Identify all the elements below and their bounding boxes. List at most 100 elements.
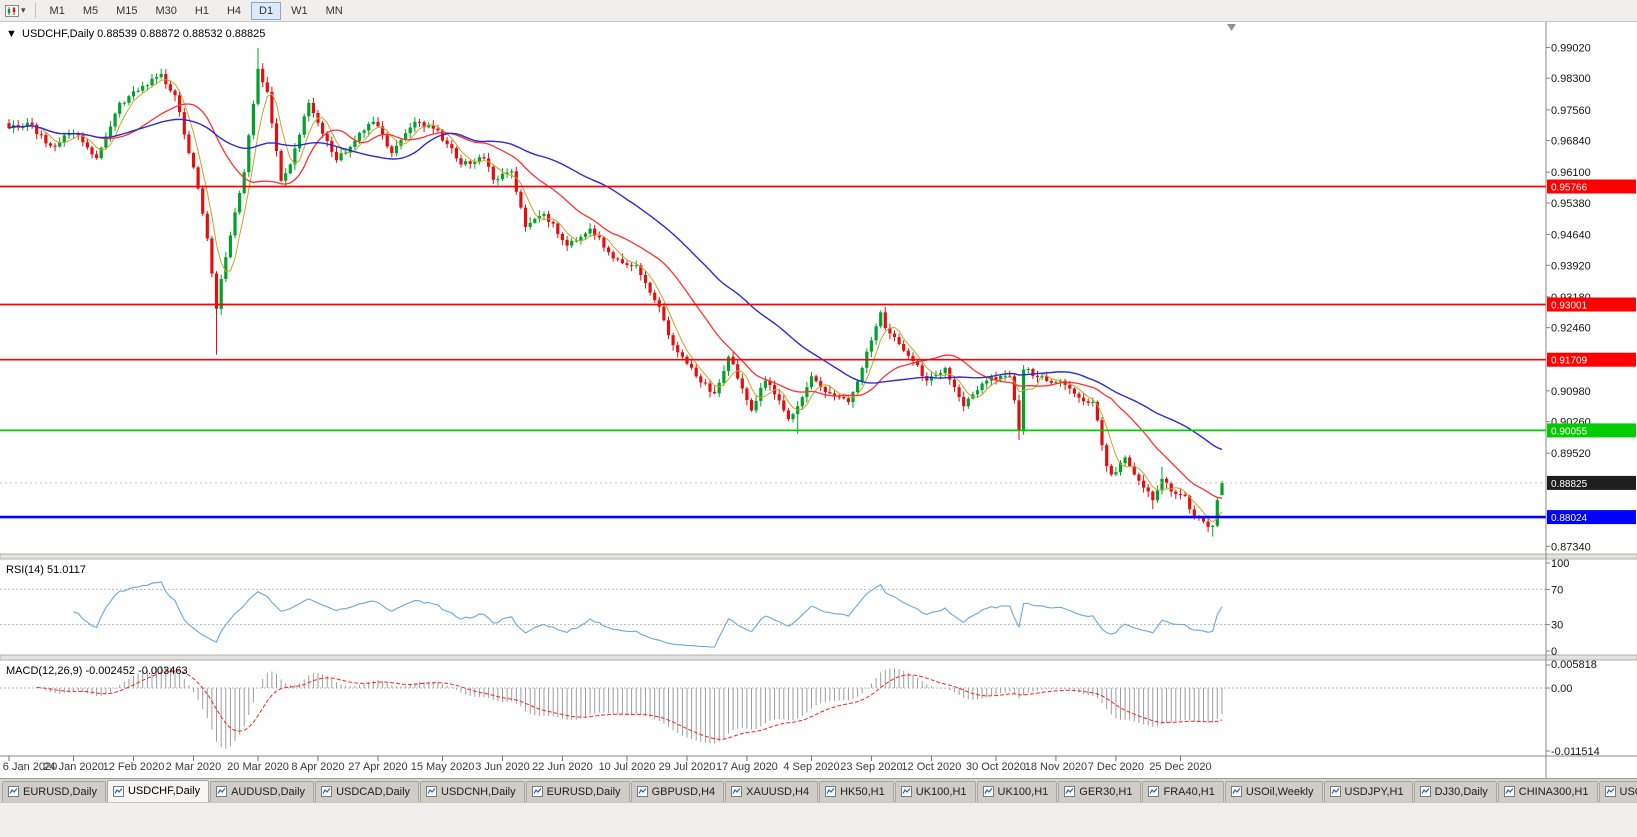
timeframe-button-h4[interactable]: H4 — [226, 4, 242, 17]
date-label: 4 Sep 2020 — [783, 761, 839, 773]
timeframe-button-m1[interactable]: M1 — [49, 4, 65, 17]
timeframe-button-d1[interactable]: D1 — [251, 1, 282, 20]
date-label: 12 Feb 2020 — [103, 761, 165, 773]
price-tick-label: 0.97560 — [1551, 105, 1591, 117]
chart-tab-icon — [825, 786, 837, 797]
chart-tab-icon — [1604, 786, 1616, 797]
price-tick-label: 0.89520 — [1551, 448, 1591, 460]
chart-tab-fra40-h1[interactable]: FRA40,H1 — [1142, 781, 1224, 802]
date-label: 10 Jul 2020 — [599, 761, 656, 773]
price-badge-value: 0.88825 — [1551, 479, 1588, 490]
chart-tab-icon — [531, 786, 543, 797]
price-badge-value: 0.90055 — [1551, 426, 1588, 437]
chart-tab-icon — [1230, 786, 1242, 797]
timeframe-button-mn[interactable]: MN — [325, 4, 343, 17]
toolbar-separator — [34, 3, 36, 18]
macd-scale-label: 0.00 — [1551, 683, 1572, 695]
chart-tab-icon — [1503, 786, 1515, 797]
chart-title-ohlc: USDCHF,Daily 0.88539 0.88872 0.88532 0.8… — [22, 28, 265, 40]
price-tick-label: 0.96840 — [1551, 136, 1591, 148]
chart-tab-usdcnh-daily[interactable]: USDCNH,Daily — [420, 781, 525, 802]
chart-tab-label: USOil, — [1619, 785, 1637, 798]
chart-tab-label: CHINA300,H1 — [1518, 785, 1589, 798]
date-label: 8 Apr 2020 — [291, 761, 344, 773]
price-tick-label: 0.87340 — [1551, 541, 1591, 553]
chart-tabs-bar: EURUSD,Daily USDCHF,Daily AUDUSD,Daily USDC… — [0, 778, 1637, 802]
chart-tab-label: EURUSD,Daily — [23, 785, 97, 798]
chart-tab-icon — [1064, 786, 1076, 797]
date-label: 6 Jan 2020 — [3, 761, 57, 773]
chart-tab-label: UK100,H1 — [915, 785, 967, 798]
chart-tab-label: USDCAD,Daily — [336, 785, 411, 798]
chart-tab-eurusd-daily[interactable]: EURUSD,Daily — [525, 781, 630, 802]
chart-tab-usdcad-daily[interactable]: USDCAD,Daily — [315, 781, 420, 802]
chart-tab-icon — [1148, 786, 1160, 797]
date-label: 20 Mar 2020 — [227, 761, 289, 773]
rsi-scale-label: 30 — [1551, 620, 1563, 632]
chart-tab-label: GER30,H1 — [1079, 785, 1133, 798]
price-badge-value: 0.95766 — [1551, 182, 1588, 193]
chart-tab-audusd-daily[interactable]: AUDUSD,Daily — [210, 781, 315, 802]
price-badge-support-green — [1547, 423, 1636, 438]
price-tick-label: 0.90980 — [1551, 386, 1591, 398]
chart-tab-usdjpy-h1[interactable]: USDJPY,H1 — [1323, 781, 1413, 802]
chart-tab-label: AUDUSD,Daily — [231, 785, 306, 798]
chart-tab-icon — [731, 786, 743, 797]
panel-splitter[interactable] — [0, 654, 1637, 661]
date-label: 30 Oct 2020 — [966, 761, 1026, 773]
price-tick-label: 0.95380 — [1551, 198, 1591, 210]
chart-tab-icon — [321, 786, 333, 797]
rsi-line — [73, 581, 1223, 648]
chart-tab-label: USDJPY,H1 — [1344, 785, 1404, 798]
date-label: 17 Aug 2020 — [716, 761, 778, 773]
moving-average-5[interactable] — [8, 79, 1223, 523]
candlestick-chart-icon — [5, 4, 19, 17]
chart-tab-label: USOil,Weekly — [1245, 785, 1314, 798]
chart-tab-label: USDCNH,Daily — [441, 785, 516, 798]
chart-tab-label: XAUUSD,H4 — [746, 785, 810, 798]
timeframe-button-m5[interactable]: M5 — [82, 4, 99, 17]
macd-histogram — [36, 665, 1223, 749]
price-tick-label: 0.93920 — [1551, 260, 1591, 272]
chart-tab-icon — [112, 785, 124, 797]
timeframe-button-h1[interactable]: H1 — [194, 4, 209, 17]
chart-tab-dj30-daily[interactable]: DJ30,Daily — [1413, 781, 1497, 802]
price-badge-value: 0.88024 — [1551, 513, 1588, 524]
chart-dropdown-caret-icon[interactable]: ▾ — [21, 5, 26, 15]
chart-shift-marker[interactable] — [1227, 24, 1236, 31]
chart-tab-usoil[interactable]: USOil, — [1598, 781, 1637, 802]
macd-scale-label: -0.011514 — [1551, 746, 1600, 758]
chart-tab-xauusd-h4[interactable]: XAUUSD,H4 — [725, 781, 819, 802]
timeframe-button-m30[interactable]: M30 — [155, 4, 177, 17]
chart-window-icon[interactable] — [5, 4, 19, 17]
chart-window: 100 70 30 0 0.005818 0.00 -0.011514 6 Jan 2020 2… — [0, 22, 1637, 778]
chart-tab-china300-h1[interactable]: CHINA300,H1 — [1497, 781, 1598, 802]
chart-tab-usdchf-daily[interactable]: USDCHF,Daily — [106, 780, 210, 802]
panel-splitter[interactable] — [0, 553, 1637, 560]
moving-average-45[interactable] — [8, 118, 1223, 451]
rsi-scale-label: 100 — [1551, 558, 1569, 570]
chart-tab-uk100-h1[interactable]: UK100,H1 — [976, 781, 1058, 802]
chart-tab-icon — [216, 786, 228, 797]
chart-tab-hk50-h1[interactable]: HK50,H1 — [819, 781, 894, 802]
macd-signal-line — [36, 669, 1223, 740]
chart-collapse-icon[interactable]: ▼ — [6, 28, 17, 40]
price-badge-resistance-1 — [1547, 179, 1636, 194]
timeframe-button-w1[interactable]: W1 — [291, 4, 308, 17]
chart-tab-label: USDCHF,Daily — [127, 785, 201, 797]
price-badge-resistance-3 — [1547, 352, 1636, 367]
chart-tab-gbpusd-h4[interactable]: GBPUSD,H4 — [630, 781, 725, 802]
chart-tab-uk100-h1[interactable]: UK100,H1 — [894, 781, 976, 802]
chart-tab-eurusd-daily[interactable]: EURUSD,Daily — [2, 781, 106, 802]
moving-average-20[interactable] — [8, 103, 1223, 499]
chart-tab-ger30-h1[interactable]: GER30,H1 — [1058, 781, 1142, 802]
price-badge-support-blue — [1547, 510, 1636, 525]
chart-tab-usoil-weekly[interactable]: USOil,Weekly — [1224, 781, 1323, 802]
chart-tab-icon — [1329, 786, 1341, 797]
rsi-indicator-label: RSI(14) 51.0117 — [6, 564, 86, 576]
date-label: 3 Jun 2020 — [475, 761, 529, 773]
timeframe-button-m15[interactable]: M15 — [116, 4, 138, 17]
chart-tab-label: UK100,H1 — [997, 785, 1049, 798]
rsi-scale-label: 0 — [1551, 646, 1557, 658]
